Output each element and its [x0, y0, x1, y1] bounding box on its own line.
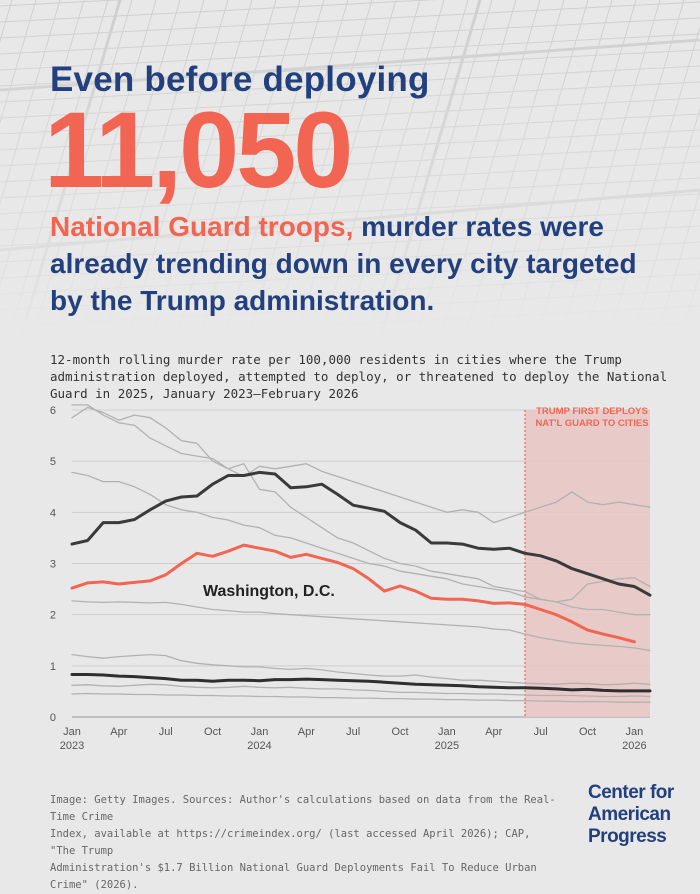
x-tick-label: Jan: [626, 726, 644, 738]
x-tick-label: Jul: [346, 726, 360, 738]
y-tick-label: 0: [50, 712, 56, 724]
source-line: Administration's $1.7 Billion National G…: [50, 862, 537, 891]
troop-count-number: 11,050: [44, 89, 353, 210]
series-line-context: [71, 406, 651, 524]
series-line-context: [71, 683, 651, 698]
street-map-background: [0, 0, 700, 340]
logo-line: Progress: [588, 826, 667, 847]
y-tick-label: 3: [50, 559, 56, 571]
x-tick-label: Jan: [438, 726, 456, 738]
lead-in-heading: Even before deploying: [50, 60, 430, 99]
x-tick-label: Jan: [63, 726, 81, 738]
x-tick-label: Apr: [110, 726, 127, 738]
deployment-label: NAT'L GUARD TO CITIES: [535, 418, 648, 429]
series-line-context: [71, 692, 651, 703]
y-tick-label: 2: [50, 610, 56, 622]
y-tick-label: 5: [50, 456, 56, 468]
source-line: Image: Getty Images. Sources: Author's c…: [50, 794, 556, 823]
x-tick-label: Oct: [579, 726, 596, 738]
x-year-label: 2025: [435, 740, 459, 752]
x-year-label: 2024: [247, 740, 271, 752]
x-tick-label: Apr: [485, 726, 502, 738]
series-label-washington-dc: Washington, D.C.: [203, 583, 335, 600]
logo-line: Center for: [588, 782, 674, 803]
series-line-context: [71, 600, 651, 652]
y-tick-label: 4: [50, 507, 56, 519]
series-line-dark: [70, 470, 652, 597]
deployment-label: TRUMP FIRST DEPLOYS: [536, 406, 648, 417]
series-line-highlight: [70, 543, 636, 644]
cap-logo: Center for American Progress: [588, 782, 688, 848]
source-line: Index, available at https://crimeindex.o…: [50, 828, 531, 857]
series-line-context: [71, 653, 651, 686]
x-tick-label: Jul: [159, 726, 173, 738]
x-tick-label: Jan: [251, 726, 269, 738]
y-tick-label: 1: [50, 661, 56, 673]
headline-accent: National Guard troops,: [50, 211, 354, 242]
x-tick-label: Jul: [534, 726, 548, 738]
x-year-label: 2023: [60, 740, 84, 752]
x-year-label: 2026: [622, 740, 646, 752]
series-line-dark: [70, 673, 652, 693]
series-lines: [70, 404, 652, 703]
x-tick-label: Apr: [298, 726, 315, 738]
headline-rest: murder rates were already trending down …: [50, 211, 637, 316]
murder-rate-line-chart: 0 1 2 3 4 5 6 Jan 2023 Apr Jul Oct Jan 2024 Apr Jul Oct J…: [50, 404, 652, 752]
chart-subtitle: 12-month rolling murder rate per 100,000…: [50, 352, 668, 401]
deployment-period: [524, 410, 650, 717]
source-note: Image: Getty Images. Sources: Author's c…: [50, 792, 560, 894]
y-tick-label: 6: [50, 405, 56, 417]
deployment-shade: [525, 410, 650, 717]
x-tick-label: Oct: [391, 726, 408, 738]
headline: National Guard troops, murder rates were…: [50, 208, 670, 319]
axis-labels: 0 1 2 3 4 5 6 Jan 2023 Apr Jul Oct Jan 2024 Apr Jul Oct J…: [50, 405, 647, 752]
series-line-context: [71, 471, 651, 616]
x-tick-label: Oct: [204, 726, 221, 738]
logo-line: American: [588, 804, 671, 825]
